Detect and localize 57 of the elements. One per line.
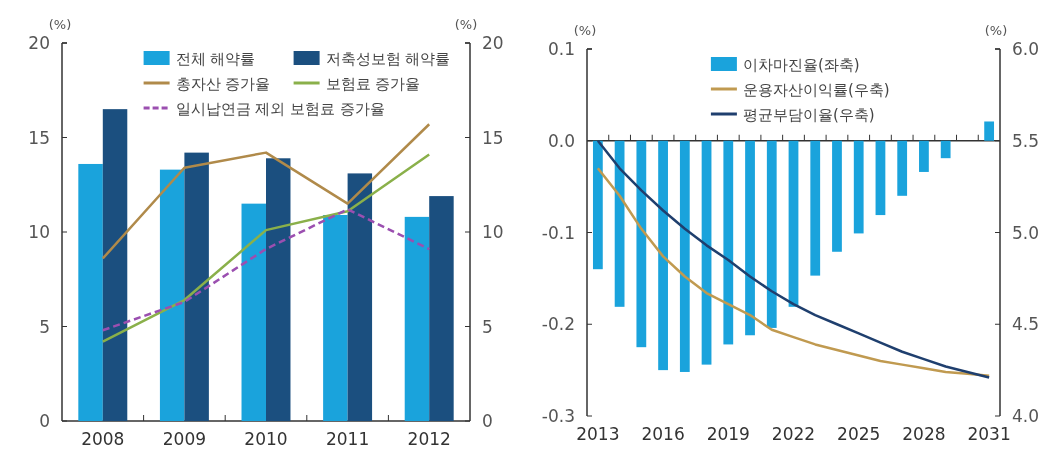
y2-tick-label: 5.0 [1012, 222, 1040, 243]
bar [159, 169, 185, 421]
y2-tick-label: 5.5 [1012, 130, 1040, 151]
bar [78, 163, 103, 421]
legend-label: 보험료 증가율 [325, 75, 421, 93]
legend-label: 전체 해약률 [175, 50, 256, 68]
bar [347, 173, 373, 421]
x-tick-label: 2009 [162, 429, 207, 449]
x-tick-label: 2012 [407, 429, 451, 449]
y2-axis-title: (%) [454, 17, 478, 32]
y-tick-label: 15 [28, 127, 50, 148]
bar [266, 158, 291, 421]
x-tick-label: 2019 [706, 424, 750, 444]
x-tick-label: 2025 [837, 424, 881, 444]
bar [404, 216, 430, 421]
y-tick-label: -0.1 [541, 222, 575, 243]
x-tick-label: 2031 [967, 424, 1011, 444]
legend-label: 일시납연금 제외 보험료 증가율 [175, 100, 385, 118]
y2-tick-label: 5 [482, 316, 493, 337]
x-tick-label: 2013 [576, 424, 620, 444]
y-tick-label: 0.1 [547, 39, 575, 59]
y2-tick-label: 15 [482, 127, 504, 148]
bar [241, 203, 266, 421]
y-tick-label: 0.0 [547, 130, 575, 151]
legend-label: 총자산 증가율 [175, 75, 271, 93]
x-tick-label: 2011 [325, 429, 370, 449]
legend-label: 저축성보험 해약률 [325, 50, 451, 68]
y-axis-title: (%) [48, 17, 72, 32]
y2-tick-label: 4.5 [1012, 314, 1040, 335]
x-tick-label: 2022 [771, 424, 816, 444]
y2-tick-label: 10 [482, 222, 504, 242]
bar [323, 214, 348, 421]
y2-tick-label: 20 [482, 33, 504, 53]
y-tick-label: 5 [39, 316, 50, 337]
y-tick-label: -0.2 [541, 314, 575, 335]
y2-tick-label: 0 [482, 411, 493, 431]
legend-label: 이차마진율(좌축) [742, 56, 860, 74]
line-series [101, 153, 431, 343]
y-axis-title: (%) [573, 23, 597, 38]
legend-label: 평균부담이율(우축) [742, 106, 875, 124]
bar [102, 109, 128, 421]
y-tick-label: 10 [28, 222, 50, 242]
y2-tick-label: 4.0 [1012, 406, 1040, 426]
legend-label: 운용자산이익률(우축) [742, 81, 890, 99]
y-tick-label: 20 [28, 33, 50, 53]
y-tick-label: 0 [39, 411, 50, 431]
x-tick-label: 2028 [902, 424, 946, 444]
line-series [101, 123, 431, 260]
bar [429, 196, 454, 421]
y-tick-label: -0.3 [541, 406, 575, 426]
y2-axis-title: (%) [984, 23, 1008, 38]
x-tick-label: 2008 [81, 429, 125, 449]
bar [184, 152, 209, 421]
x-tick-label: 2010 [244, 429, 288, 449]
x-tick-label: 2016 [641, 424, 685, 444]
y2-tick-label: 6.0 [1012, 39, 1040, 59]
line-series [101, 208, 431, 332]
